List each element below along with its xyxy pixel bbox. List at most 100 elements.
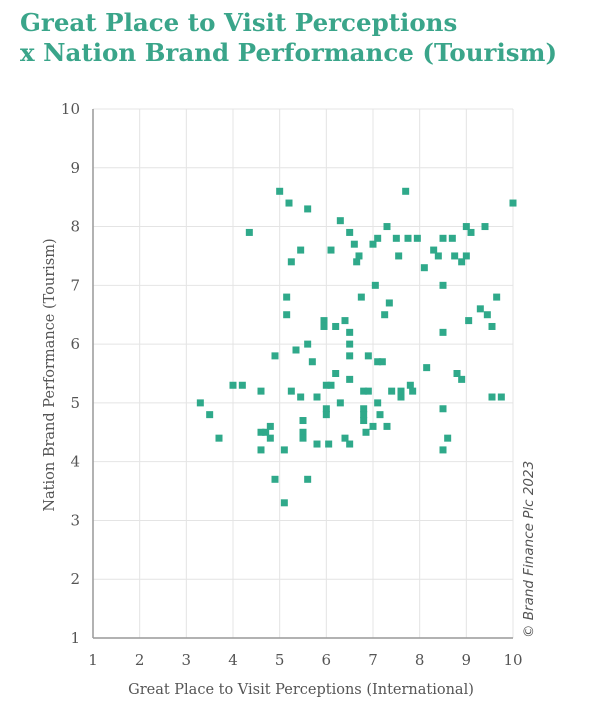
data-point <box>462 223 470 231</box>
data-point <box>360 411 368 419</box>
data-point <box>336 217 344 225</box>
y-tick-label: 1 <box>70 629 80 647</box>
data-point <box>397 387 405 395</box>
data-point <box>322 411 330 419</box>
data-point <box>271 475 279 483</box>
data-point <box>444 434 452 442</box>
data-point <box>325 440 333 448</box>
data-point <box>336 399 344 407</box>
data-points <box>196 187 517 507</box>
x-tick-label: 4 <box>228 651 238 669</box>
data-point <box>287 387 295 395</box>
x-axis-label: Great Place to Visit Perceptions (Intern… <box>128 682 474 698</box>
data-point <box>369 422 377 430</box>
x-tick-label: 8 <box>415 651 425 669</box>
data-point <box>257 446 265 454</box>
data-point <box>327 381 335 389</box>
data-point <box>465 317 473 325</box>
data-point <box>383 422 391 430</box>
data-point <box>406 381 414 389</box>
data-point <box>402 187 410 195</box>
data-point <box>364 352 372 360</box>
x-tick-label: 5 <box>275 651 285 669</box>
data-point <box>280 446 288 454</box>
x-tick-label: 1 <box>88 651 98 669</box>
data-point <box>439 281 447 289</box>
data-point <box>346 375 354 383</box>
data-point <box>458 258 466 266</box>
data-point <box>376 411 384 419</box>
data-point <box>458 375 466 383</box>
data-point <box>364 387 372 395</box>
x-tick-label: 3 <box>182 651 192 669</box>
data-point <box>355 252 363 260</box>
data-point <box>439 446 447 454</box>
data-point <box>430 246 438 254</box>
data-point <box>238 381 246 389</box>
data-point <box>304 475 312 483</box>
data-point <box>346 328 354 336</box>
data-point <box>299 428 307 436</box>
data-point <box>383 223 391 231</box>
data-point <box>362 428 370 436</box>
tick-labels: 1 2 3 4 5 6 7 8 9 10 1 2 3 4 5 6 7 8 9 10 <box>61 100 523 669</box>
data-point <box>369 240 377 248</box>
y-tick-label: 6 <box>70 335 80 353</box>
data-point <box>292 346 300 354</box>
data-point <box>395 252 403 260</box>
axes <box>92 109 513 639</box>
data-point <box>346 340 354 348</box>
data-point <box>378 358 386 366</box>
data-point <box>357 293 365 301</box>
y-tick-label: 9 <box>70 159 80 177</box>
x-tick-label: 7 <box>368 651 378 669</box>
x-tick-label: 6 <box>322 651 332 669</box>
data-point <box>245 228 253 236</box>
x-tick-label: 2 <box>135 651 145 669</box>
data-point <box>346 228 354 236</box>
data-point <box>322 405 330 413</box>
data-point <box>385 299 393 307</box>
data-point <box>283 311 291 319</box>
data-point <box>215 434 223 442</box>
data-point <box>476 305 484 313</box>
data-point <box>439 405 447 413</box>
data-point <box>276 187 284 195</box>
title-line-1: Great Place to Visit Perceptions <box>20 8 458 37</box>
chart-title: Great Place to Visit Perceptions x Natio… <box>20 8 580 68</box>
data-point <box>448 234 456 242</box>
data-point <box>481 223 489 231</box>
data-point <box>346 440 354 448</box>
data-point <box>280 499 288 507</box>
data-point <box>493 293 501 301</box>
data-point <box>360 417 368 425</box>
data-point <box>467 228 475 236</box>
data-point <box>229 381 237 389</box>
data-point <box>420 264 428 272</box>
data-point <box>371 281 379 289</box>
data-point <box>509 199 517 207</box>
data-point <box>360 387 368 395</box>
data-point <box>341 434 349 442</box>
data-point <box>320 322 328 330</box>
data-point <box>488 393 496 401</box>
data-point <box>262 428 270 436</box>
data-point <box>297 393 305 401</box>
data-point <box>327 246 335 254</box>
y-tick-label: 7 <box>70 276 80 294</box>
data-point <box>320 317 328 325</box>
data-point <box>257 387 265 395</box>
data-point <box>266 434 274 442</box>
data-point <box>257 428 265 436</box>
data-point <box>196 399 204 407</box>
data-point <box>285 199 293 207</box>
data-point <box>299 434 307 442</box>
data-point <box>374 399 382 407</box>
copyright-credit: © Brand Finance Plc 2023 <box>521 460 537 638</box>
data-point <box>332 370 340 377</box>
data-point <box>413 234 421 242</box>
data-point <box>360 405 368 413</box>
data-point <box>304 205 312 213</box>
data-point <box>287 258 295 266</box>
data-point <box>397 393 405 401</box>
